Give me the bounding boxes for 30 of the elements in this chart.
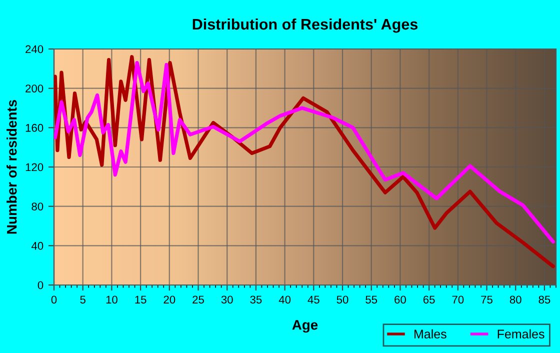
y-tick-label: 160 bbox=[26, 124, 44, 132]
x-tick-label: 5 bbox=[80, 296, 86, 304]
x-tick-label: 50 bbox=[336, 296, 348, 304]
y-tick-label: 0 bbox=[38, 281, 44, 290]
y-tick-label: 40 bbox=[31, 242, 44, 250]
x-axis-title: Age bbox=[292, 320, 318, 333]
x-tick-label: 30 bbox=[221, 296, 233, 304]
x-tick-label: 25 bbox=[192, 296, 204, 304]
x-tick-label: 70 bbox=[452, 296, 464, 304]
x-tick-label: 10 bbox=[106, 296, 118, 304]
legend-label: Females bbox=[498, 329, 544, 338]
x-tick-label: 75 bbox=[481, 296, 492, 304]
x-tick-label: 0 bbox=[51, 296, 57, 304]
legend-label: Males bbox=[414, 329, 446, 338]
y-axis-title: Number of residents bbox=[6, 100, 17, 234]
x-tick-label: 35 bbox=[250, 296, 262, 304]
x-tick-label: 85 bbox=[538, 296, 550, 304]
x-tick-label: 45 bbox=[308, 296, 320, 304]
x-tick-label: 60 bbox=[394, 296, 406, 304]
y-tick-label: 80 bbox=[32, 202, 44, 210]
x-tick-label: 40 bbox=[278, 296, 291, 304]
y-tick-label: 120 bbox=[26, 163, 44, 172]
x-tick-label: 55 bbox=[366, 296, 378, 304]
y-tick-label: 200 bbox=[26, 84, 44, 92]
chart-title: Distribution of Residents' Ages bbox=[192, 18, 418, 33]
x-tick-label: 80 bbox=[510, 296, 522, 304]
x-tick-label: 65 bbox=[423, 296, 435, 304]
x-tick-label: 15 bbox=[135, 296, 146, 304]
y-tick-label: 240 bbox=[26, 45, 44, 54]
x-tick-label: 20 bbox=[164, 296, 176, 304]
